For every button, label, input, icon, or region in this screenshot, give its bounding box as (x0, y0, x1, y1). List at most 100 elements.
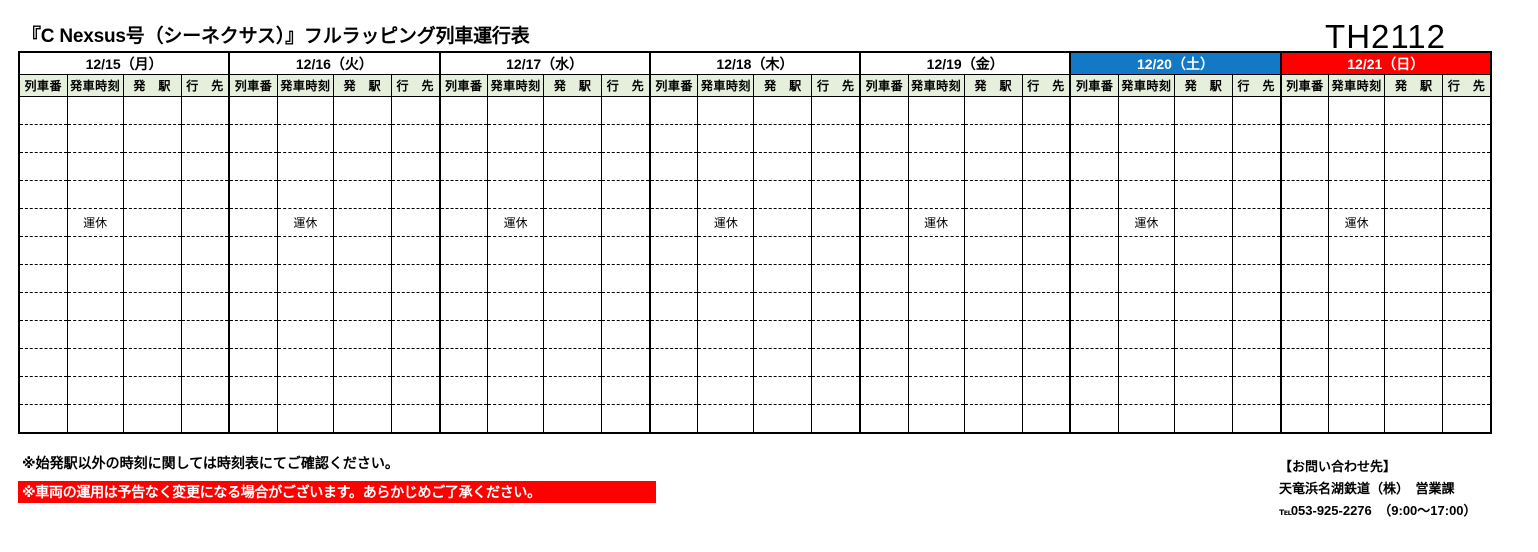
cell-d6-r11-c2[interactable] (1118, 376, 1175, 405)
cell-d1-r4-c4[interactable] (181, 180, 231, 209)
cell-d1-r1-c3[interactable] (123, 96, 182, 125)
cell-d4-r4-c1[interactable] (648, 180, 699, 209)
cell-d7-r2-c2[interactable] (1328, 124, 1386, 153)
cell-d4-r9-c2[interactable] (697, 320, 755, 349)
cell-d4-r12-c4[interactable] (811, 404, 862, 434)
cell-d1-r7-c4[interactable] (181, 264, 231, 293)
cell-d6-r10-c4[interactable] (1232, 348, 1282, 377)
cell-d5-r7-c3[interactable] (964, 264, 1023, 293)
cell-d1-r5-c2[interactable]: 運休 (67, 208, 124, 237)
cell-d4-r10-c1[interactable] (648, 348, 699, 377)
cell-d2-r5-c4[interactable] (391, 208, 441, 237)
cell-d5-r9-c4[interactable] (1022, 320, 1072, 349)
cell-d7-r1-c1[interactable] (1279, 96, 1330, 125)
cell-d6-r10-c3[interactable] (1174, 348, 1234, 377)
cell-d5-r4-c2[interactable] (908, 180, 965, 209)
cell-d5-r10-c2[interactable] (908, 348, 965, 377)
cell-d2-r7-c4[interactable] (391, 264, 441, 293)
cell-d4-r3-c2[interactable] (697, 152, 755, 181)
cell-d1-r2-c2[interactable] (67, 124, 124, 153)
cell-d1-r10-c4[interactable] (181, 348, 231, 377)
cell-d2-r7-c2[interactable] (277, 264, 334, 293)
cell-d5-r6-c2[interactable] (908, 236, 965, 265)
cell-d3-r8-c3[interactable] (543, 292, 603, 321)
cell-d7-r3-c3[interactable] (1384, 152, 1444, 181)
cell-d4-r8-c4[interactable] (811, 292, 862, 321)
cell-d4-r11-c1[interactable] (648, 376, 699, 405)
cell-d1-r12-c2[interactable] (67, 404, 124, 434)
cell-d1-r6-c2[interactable] (67, 236, 124, 265)
cell-d4-r6-c3[interactable] (753, 236, 813, 265)
cell-d3-r2-c2[interactable] (487, 124, 545, 153)
cell-d6-r2-c2[interactable] (1118, 124, 1175, 153)
cell-d5-r5-c2[interactable]: 運休 (908, 208, 965, 237)
cell-d6-r5-c3[interactable] (1174, 208, 1234, 237)
cell-d7-r10-c1[interactable] (1279, 348, 1330, 377)
cell-d5-r10-c4[interactable] (1022, 348, 1072, 377)
cell-d7-r2-c1[interactable] (1279, 124, 1330, 153)
cell-d5-r8-c2[interactable] (908, 292, 965, 321)
cell-d7-r8-c2[interactable] (1328, 292, 1386, 321)
cell-d5-r12-c4[interactable] (1022, 404, 1072, 434)
cell-d2-r5-c2[interactable]: 運休 (277, 208, 334, 237)
cell-d4-r6-c2[interactable] (697, 236, 755, 265)
cell-d7-r7-c3[interactable] (1384, 264, 1444, 293)
cell-d4-r5-c4[interactable] (811, 208, 862, 237)
cell-d2-r8-c4[interactable] (391, 292, 441, 321)
cell-d6-r9-c2[interactable] (1118, 320, 1175, 349)
cell-d1-r3-c1[interactable] (17, 152, 68, 181)
cell-d5-r6-c1[interactable] (859, 236, 909, 265)
cell-d5-r3-c2[interactable] (908, 152, 965, 181)
cell-d7-r10-c4[interactable] (1442, 348, 1493, 377)
cell-d6-r4-c1[interactable] (1069, 180, 1119, 209)
cell-d6-r1-c3[interactable] (1174, 96, 1234, 125)
cell-d2-r6-c2[interactable] (277, 236, 334, 265)
cell-d5-r3-c1[interactable] (859, 152, 909, 181)
cell-d7-r9-c2[interactable] (1328, 320, 1386, 349)
cell-d4-r12-c1[interactable] (648, 404, 699, 434)
cell-d1-r6-c3[interactable] (123, 236, 182, 265)
cell-d3-r1-c4[interactable] (601, 96, 651, 125)
cell-d2-r12-c4[interactable] (391, 404, 441, 434)
cell-d7-r2-c3[interactable] (1384, 124, 1444, 153)
cell-d2-r1-c4[interactable] (391, 96, 441, 125)
cell-d2-r10-c4[interactable] (391, 348, 441, 377)
cell-d2-r8-c1[interactable] (228, 292, 278, 321)
cell-d7-r3-c4[interactable] (1442, 152, 1493, 181)
cell-d1-r2-c3[interactable] (123, 124, 182, 153)
cell-d3-r11-c2[interactable] (487, 376, 545, 405)
cell-d5-r11-c1[interactable] (859, 376, 909, 405)
cell-d6-r11-c4[interactable] (1232, 376, 1282, 405)
cell-d6-r10-c1[interactable] (1069, 348, 1119, 377)
cell-d3-r3-c1[interactable] (438, 152, 489, 181)
cell-d2-r3-c4[interactable] (391, 152, 441, 181)
cell-d5-r12-c2[interactable] (908, 404, 965, 434)
cell-d4-r8-c3[interactable] (753, 292, 813, 321)
cell-d7-r7-c1[interactable] (1279, 264, 1330, 293)
cell-d6-r6-c4[interactable] (1232, 236, 1282, 265)
cell-d2-r9-c1[interactable] (228, 320, 278, 349)
cell-d3-r7-c3[interactable] (543, 264, 603, 293)
cell-d2-r6-c3[interactable] (333, 236, 392, 265)
cell-d7-r4-c2[interactable] (1328, 180, 1386, 209)
cell-d3-r9-c2[interactable] (487, 320, 545, 349)
cell-d3-r2-c4[interactable] (601, 124, 651, 153)
cell-d2-r11-c3[interactable] (333, 376, 392, 405)
cell-d6-r2-c1[interactable] (1069, 124, 1119, 153)
cell-d3-r4-c3[interactable] (543, 180, 603, 209)
cell-d3-r8-c2[interactable] (487, 292, 545, 321)
cell-d2-r2-c3[interactable] (333, 124, 392, 153)
cell-d3-r8-c4[interactable] (601, 292, 651, 321)
cell-d1-r5-c1[interactable] (17, 208, 68, 237)
cell-d2-r2-c4[interactable] (391, 124, 441, 153)
cell-d5-r2-c3[interactable] (964, 124, 1023, 153)
cell-d3-r1-c3[interactable] (543, 96, 603, 125)
cell-d6-r6-c3[interactable] (1174, 236, 1234, 265)
cell-d7-r10-c2[interactable] (1328, 348, 1386, 377)
cell-d5-r1-c2[interactable] (908, 96, 965, 125)
cell-d7-r1-c2[interactable] (1328, 96, 1386, 125)
cell-d5-r2-c1[interactable] (859, 124, 909, 153)
cell-d7-r3-c2[interactable] (1328, 152, 1386, 181)
cell-d1-r2-c4[interactable] (181, 124, 231, 153)
cell-d7-r7-c2[interactable] (1328, 264, 1386, 293)
